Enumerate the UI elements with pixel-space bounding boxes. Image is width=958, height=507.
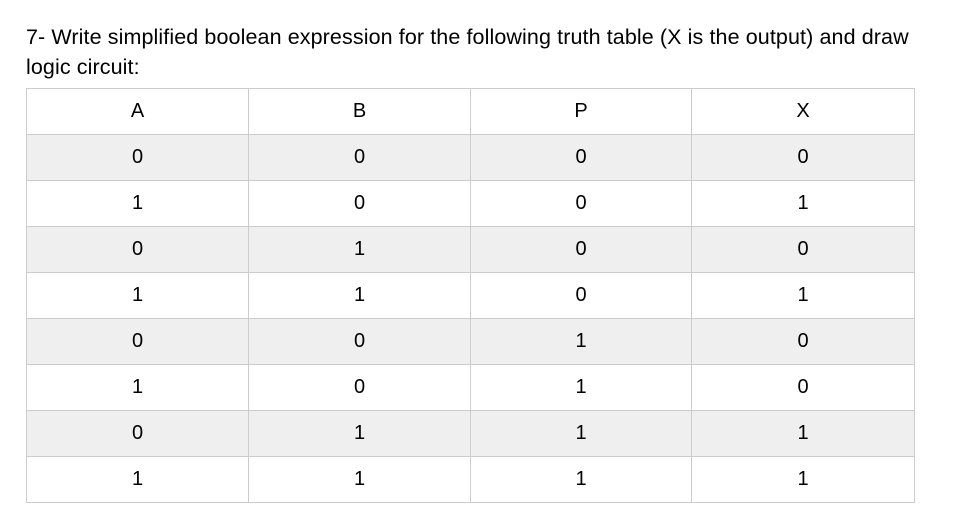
table-row: 1 1 1 1 bbox=[26, 456, 915, 503]
column-header-a: A bbox=[26, 88, 249, 135]
table-row: 1 0 0 1 bbox=[26, 180, 915, 227]
cell-p: 1 bbox=[470, 318, 692, 365]
cell-b: 0 bbox=[248, 318, 471, 365]
cell-p: 1 bbox=[470, 456, 692, 503]
cell-b: 1 bbox=[248, 456, 471, 503]
cell-a: 1 bbox=[26, 272, 249, 319]
cell-x: 1 bbox=[691, 272, 915, 319]
cell-p: 0 bbox=[470, 226, 692, 273]
column-header-x: X bbox=[691, 88, 915, 135]
cell-b: 0 bbox=[248, 364, 471, 411]
column-header-b: B bbox=[248, 88, 471, 135]
truth-table-body: 0 0 0 0 1 0 0 1 0 1 0 0 1 bbox=[26, 134, 915, 503]
cell-p: 1 bbox=[470, 364, 692, 411]
cell-b: 0 bbox=[248, 134, 471, 181]
column-header-p: P bbox=[470, 88, 692, 135]
cell-x: 0 bbox=[691, 134, 915, 181]
table-row: 0 0 0 0 bbox=[26, 134, 915, 181]
cell-p: 0 bbox=[470, 180, 692, 227]
question-prompt: 7- Write simplified boolean expression f… bbox=[26, 25, 915, 79]
cell-x: 1 bbox=[691, 410, 915, 457]
table-row: 0 1 1 1 bbox=[26, 410, 915, 457]
truth-table-container: A B P X 0 0 0 0 1 0 0 1 bbox=[26, 88, 915, 503]
cell-b: 1 bbox=[248, 226, 471, 273]
table-row: 0 0 1 0 bbox=[26, 318, 915, 365]
cell-p: 1 bbox=[470, 410, 692, 457]
truth-table: A B P X 0 0 0 0 1 0 0 1 bbox=[26, 88, 915, 503]
table-header-row: A B P X bbox=[26, 88, 915, 135]
cell-p: 0 bbox=[470, 272, 692, 319]
truth-table-head: A B P X bbox=[26, 88, 915, 135]
cell-a: 1 bbox=[26, 456, 249, 503]
cell-a: 1 bbox=[26, 364, 249, 411]
cell-p: 0 bbox=[470, 134, 692, 181]
cell-x: 1 bbox=[691, 180, 915, 227]
cell-a: 1 bbox=[26, 180, 249, 227]
table-row: 1 1 0 1 bbox=[26, 272, 915, 319]
cell-a: 0 bbox=[26, 226, 249, 273]
cell-b: 0 bbox=[248, 180, 471, 227]
cell-x: 1 bbox=[691, 456, 915, 503]
table-row: 1 0 1 0 bbox=[26, 364, 915, 411]
table-row: 0 1 0 0 bbox=[26, 226, 915, 273]
cell-b: 1 bbox=[248, 410, 471, 457]
cell-a: 0 bbox=[26, 410, 249, 457]
cell-x: 0 bbox=[691, 364, 915, 411]
cell-a: 0 bbox=[26, 134, 249, 181]
cell-x: 0 bbox=[691, 226, 915, 273]
cell-b: 1 bbox=[248, 272, 471, 319]
cell-x: 0 bbox=[691, 318, 915, 365]
cell-a: 0 bbox=[26, 318, 249, 365]
